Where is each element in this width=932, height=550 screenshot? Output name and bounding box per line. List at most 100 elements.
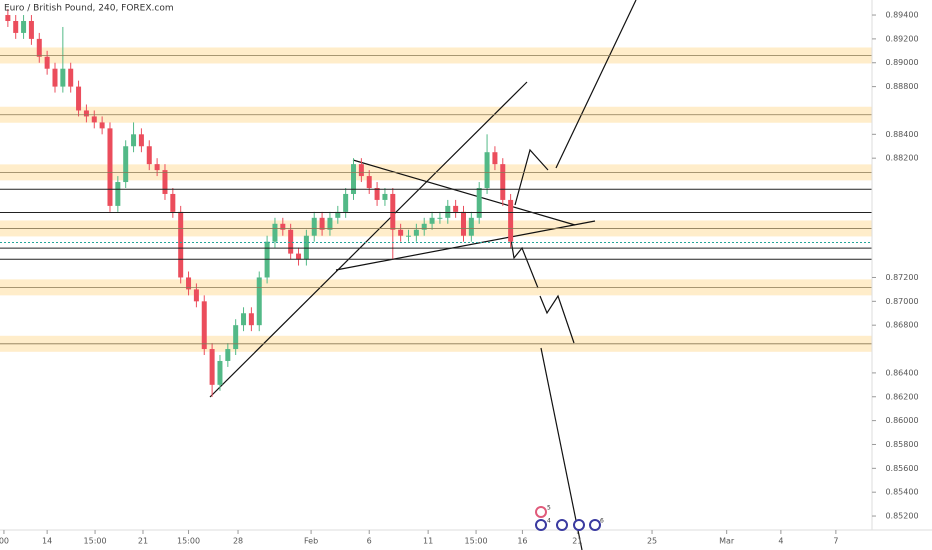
events: 5 4 6	[535, 505, 604, 531]
candle-body	[123, 146, 129, 183]
y-tick-label: 0.85400	[885, 488, 918, 497]
x-tick-label: 28	[233, 537, 243, 546]
candle-body	[311, 217, 317, 236]
event-count: 6	[600, 518, 604, 525]
y-tick-label: 0.88800	[885, 82, 918, 91]
y-tick-label: 0.86200	[885, 392, 918, 401]
candle-body	[99, 122, 105, 129]
y-tick-label: 0.86000	[885, 416, 918, 425]
candle-body	[154, 164, 160, 171]
y-tick-label: 0.89000	[885, 58, 918, 67]
x-tick-label: 15:00	[465, 537, 488, 546]
candle-body	[358, 164, 364, 177]
event-icon[interactable]	[556, 519, 568, 531]
y-tick-label: 0.89200	[885, 34, 918, 43]
arrow-path	[539, 294, 575, 344]
candle-body	[60, 68, 66, 87]
candle-body	[429, 217, 435, 224]
candle-body	[131, 134, 137, 147]
candle-body	[468, 217, 474, 236]
candle-body	[453, 205, 459, 212]
candle-body	[460, 211, 466, 236]
trend-line	[335, 220, 596, 271]
y-tick-label: 0.86800	[885, 321, 918, 330]
candle-body	[398, 229, 404, 236]
candle-body	[351, 164, 357, 194]
y-tick-label: 0.89400	[885, 11, 918, 20]
x-tick-label: 25	[647, 537, 657, 546]
x-tick-label: 11	[423, 537, 433, 546]
candle-body	[193, 289, 199, 302]
candle-body	[413, 229, 419, 236]
candle-body	[508, 199, 514, 242]
candle-body	[500, 164, 506, 200]
y-tick-label: 0.85200	[885, 512, 918, 521]
arrow-path	[514, 148, 549, 206]
x-tick-label: Feb	[304, 537, 318, 546]
candle-body	[382, 193, 388, 200]
candle-body	[107, 128, 113, 206]
candle-body	[233, 325, 239, 350]
candle-body	[52, 68, 58, 87]
candle-body	[115, 182, 121, 206]
x-tick-label: 00	[0, 537, 9, 546]
candle-body	[256, 277, 262, 326]
candle-body	[225, 349, 231, 361]
x-tick-label: 7	[833, 537, 838, 546]
candle-body	[162, 170, 168, 194]
candle-body	[374, 187, 380, 200]
y-tick-label: 0.86400	[885, 368, 918, 377]
arrow-path	[555, 0, 637, 169]
candle-body	[83, 110, 89, 117]
candle-body	[28, 20, 34, 39]
trend-line	[209, 81, 528, 398]
candle-body	[13, 20, 19, 33]
y-tick-label: 0.88200	[885, 154, 918, 163]
candle-body	[91, 116, 97, 123]
candle-body	[476, 187, 482, 218]
y-tick-label: 0.85800	[885, 440, 918, 449]
y-tick-label: 0.87200	[885, 273, 918, 282]
event-icon[interactable]	[535, 506, 547, 518]
candle-body	[390, 193, 396, 230]
drawings	[209, 0, 637, 550]
x-tick-label: 16	[517, 537, 527, 546]
candle-body	[437, 217, 443, 219]
trend-line	[352, 159, 576, 226]
candle-body	[68, 68, 74, 87]
candle-body	[186, 277, 192, 290]
candle-body	[170, 193, 176, 212]
candle-body	[296, 253, 302, 260]
event-icon[interactable]	[573, 519, 585, 531]
candle-body	[209, 349, 215, 385]
event-count: 5	[547, 505, 551, 512]
candle-body	[335, 211, 341, 218]
candle-body	[421, 223, 427, 230]
price-axis	[872, 0, 932, 550]
x-tick-label: 6	[367, 537, 372, 546]
x-tick-label: 15:00	[177, 537, 200, 546]
candle-body	[327, 217, 333, 230]
candle-body	[5, 15, 11, 21]
candle-body	[343, 193, 349, 212]
chart-title: Euro / British Pound, 240, FOREX.com	[4, 4, 174, 14]
candle-body	[492, 152, 498, 165]
arrow-path	[510, 239, 539, 289]
y-tick-label: 0.87000	[885, 297, 918, 306]
y-tick-label: 0.88400	[885, 130, 918, 139]
candle-body	[44, 56, 50, 69]
event-icon[interactable]	[589, 519, 601, 531]
candle-body	[319, 217, 325, 230]
candle-body	[146, 146, 152, 165]
x-tick-label: 4	[778, 537, 783, 546]
x-tick-label: 14	[42, 537, 52, 546]
y-tick-label: 0.85600	[885, 464, 918, 473]
arrow-path	[540, 347, 583, 550]
candle-body	[178, 211, 184, 278]
candle-body	[366, 176, 372, 188]
candle-body	[217, 360, 223, 385]
event-icon[interactable]	[535, 519, 547, 531]
event-count: 4	[547, 518, 551, 525]
